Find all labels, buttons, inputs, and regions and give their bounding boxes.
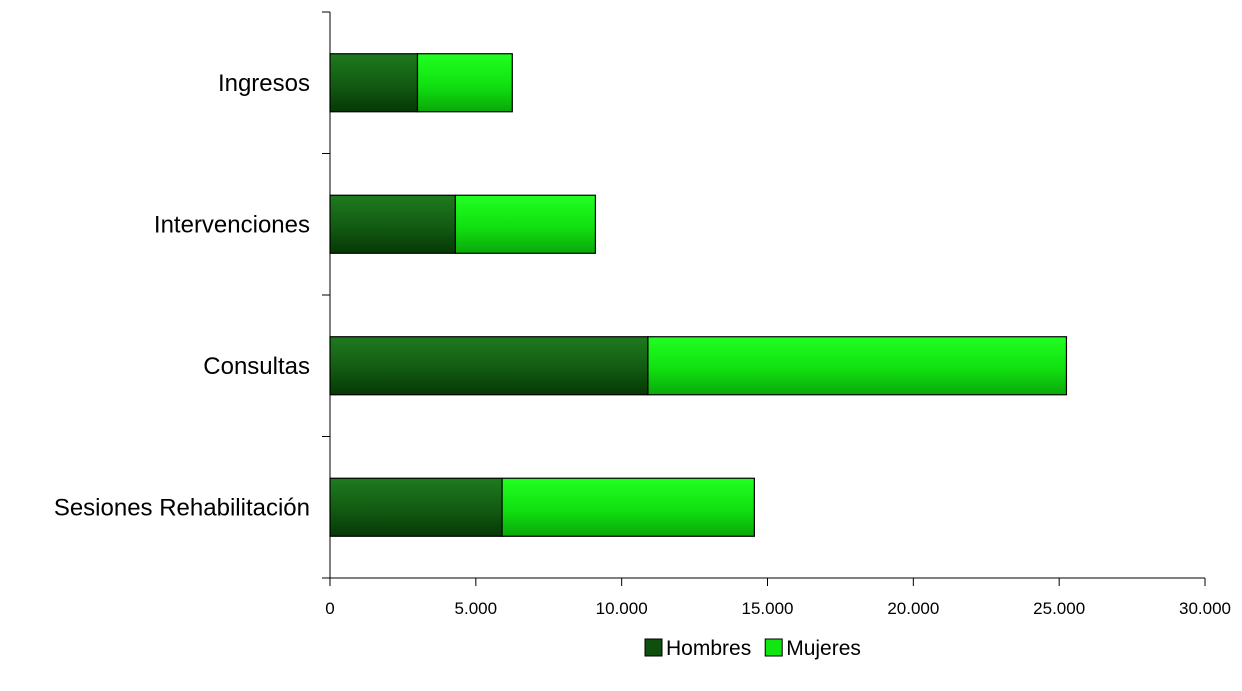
x-tick-label: 5.000 bbox=[455, 599, 498, 618]
legend-label-hombres: Hombres bbox=[666, 637, 751, 660]
x-tick-label: 10.000 bbox=[596, 599, 648, 618]
bar-segment-hombres bbox=[329, 194, 457, 254]
labels: 0 5.000 10.000 15.000 20.000 25.000 30.000 Ingr… bbox=[54, 70, 1231, 618]
legend-swatch-mujeres bbox=[764, 638, 783, 657]
bars bbox=[329, 53, 1068, 537]
legend: Hombres Mujeres bbox=[644, 637, 861, 660]
x-tick-label: 25.000 bbox=[1033, 599, 1085, 618]
bar-segment-mujeres bbox=[501, 477, 755, 537]
x-tick-label: 0 bbox=[325, 599, 334, 618]
legend-swatch-hombres bbox=[644, 638, 663, 657]
x-tick-label: 15.000 bbox=[742, 599, 794, 618]
legend-label-mujeres: Mujeres bbox=[786, 637, 861, 660]
category-label: Sesiones Rehabilitación bbox=[54, 494, 310, 521]
x-tick-label: 20.000 bbox=[887, 599, 939, 618]
bar-segment-mujeres bbox=[454, 194, 597, 254]
x-tick-label: 30.000 bbox=[1179, 599, 1231, 618]
category-label: Consultas bbox=[203, 353, 310, 380]
category-label: Intervenciones bbox=[154, 211, 310, 238]
bar-segment-mujeres bbox=[647, 336, 1068, 396]
category-label: Ingresos bbox=[218, 70, 310, 97]
bar-segment-mujeres bbox=[416, 53, 513, 113]
bar-segment-hombres bbox=[329, 53, 419, 113]
bar-segment-hombres bbox=[329, 477, 503, 537]
bar-segment-hombres bbox=[329, 336, 649, 396]
